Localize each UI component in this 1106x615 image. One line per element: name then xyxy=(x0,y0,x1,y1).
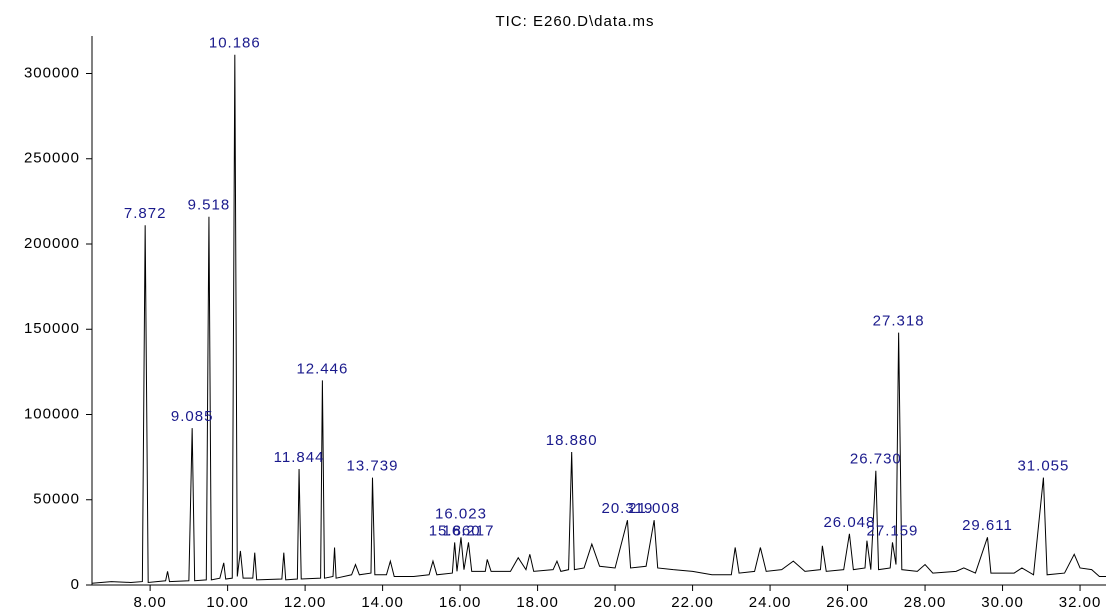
x-tick-label: 28.00 xyxy=(904,594,947,611)
y-tick-label: 250000 xyxy=(24,150,80,167)
peak-label: 26.730 xyxy=(850,451,902,468)
peak-label: 15.860 xyxy=(429,522,481,539)
y-tick-label: 0 xyxy=(71,576,80,593)
x-tick-label: 30.00 xyxy=(981,594,1024,611)
x-tick-label: 16.00 xyxy=(439,594,482,611)
peak-label: 10.186 xyxy=(209,35,261,52)
peak-label: 7.872 xyxy=(124,205,167,222)
peak-label: 16.217 xyxy=(443,522,495,539)
peak-label: 16.023 xyxy=(435,505,487,522)
peak-label: 9.085 xyxy=(171,408,214,425)
x-tick-label: 8.00 xyxy=(134,594,167,611)
peak-label: 18.880 xyxy=(546,432,598,449)
y-tick-label: 300000 xyxy=(24,64,80,81)
y-tick-label: 150000 xyxy=(24,320,80,337)
peak-label: 27.318 xyxy=(873,313,925,330)
x-tick-label: 10.00 xyxy=(206,594,249,611)
peak-label: 12.446 xyxy=(296,360,348,377)
x-tick-label: 24.00 xyxy=(749,594,792,611)
peak-label: 29.611 xyxy=(962,517,1013,534)
x-tick-label: 26.00 xyxy=(826,594,869,611)
y-tick-label: 200000 xyxy=(24,235,80,252)
peak-label: 11.844 xyxy=(274,449,325,466)
trace xyxy=(91,54,1106,584)
peak-label: 20.319 xyxy=(601,500,653,517)
peak-label: 26.048 xyxy=(823,514,875,531)
peak-label: 31.055 xyxy=(1017,458,1069,475)
peak-label: 13.739 xyxy=(347,458,399,475)
y-tick-label: 50000 xyxy=(33,491,80,508)
peak-label: 9.518 xyxy=(188,197,231,214)
y-tick-label: 100000 xyxy=(24,405,80,422)
x-tick-label: 22.00 xyxy=(671,594,714,611)
x-tick-label: 18.00 xyxy=(516,594,559,611)
chart-title: TIC: E260.D\data.ms xyxy=(495,13,654,30)
peak-label: 27.159 xyxy=(867,522,919,539)
peak-label: 21.008 xyxy=(628,500,680,517)
x-tick-label: 20.00 xyxy=(594,594,637,611)
x-tick-label: 12.00 xyxy=(284,594,327,611)
x-tick-label: 14.00 xyxy=(361,594,404,611)
x-tick-label: 32.00 xyxy=(1059,594,1102,611)
